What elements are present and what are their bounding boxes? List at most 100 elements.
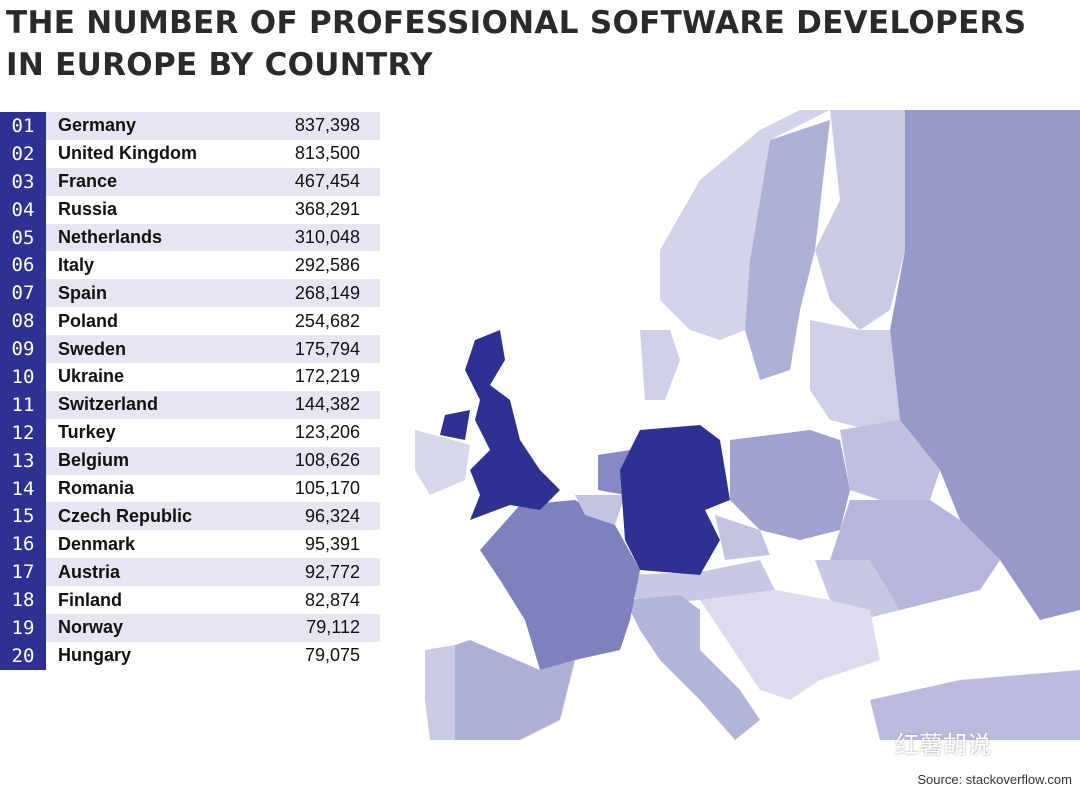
- rank-badge: 11: [0, 390, 46, 419]
- ranking-table: 01 Germany 837,398 02 United Kingdom 813,500 0…: [0, 112, 380, 670]
- map-russia: [890, 110, 1080, 620]
- developer-count: 123,206: [294, 422, 360, 443]
- country-name: Finland: [58, 589, 122, 610]
- rank-badge: 08: [0, 307, 46, 336]
- title-line-1: THE NUMBER OF PROFESSIONAL SOFTWARE DEVE…: [6, 5, 1027, 41]
- developer-count: 108,626: [294, 450, 360, 471]
- map-northern-ireland: [440, 410, 470, 440]
- rank-badge: 05: [0, 223, 46, 252]
- country-name: Netherlands: [58, 227, 163, 247]
- developer-count: 368,291: [294, 199, 360, 220]
- country-name: Romania: [58, 478, 135, 499]
- table-row: 09 Sweden 175,794: [0, 335, 380, 364]
- developer-count: 96,324: [304, 505, 360, 526]
- country-name: Belgium: [58, 450, 130, 471]
- table-row: 06 Italy 292,586: [0, 251, 380, 280]
- map-belarus: [840, 420, 940, 500]
- developer-count: 95,391: [304, 533, 360, 554]
- country-name: Germany: [58, 115, 137, 136]
- table-row: 11 Switzerland 144,382: [0, 390, 380, 419]
- country-name: Italy: [58, 254, 95, 275]
- map-romania: [815, 560, 900, 620]
- country-name: France: [58, 171, 118, 192]
- title-line-2: IN EUROPE BY COUNTRY: [6, 47, 433, 83]
- table-row: 03 France 467,454: [0, 167, 380, 196]
- country-name: Czech Republic: [58, 505, 193, 526]
- developer-count: 175,794: [294, 338, 360, 359]
- source-note: Source: stackoverflow.com: [917, 772, 1072, 787]
- table-row: 07 Spain 268,149: [0, 279, 380, 308]
- rank-badge: 14: [0, 474, 46, 503]
- developer-count: 144,382: [294, 394, 360, 415]
- developer-count: 837,398: [294, 115, 360, 136]
- country-name: Sweden: [58, 338, 127, 359]
- developer-count: 82,874: [304, 589, 360, 610]
- map-germany: [620, 425, 730, 575]
- rank-badge: 17: [0, 558, 46, 587]
- rank-badge: 20: [0, 641, 46, 670]
- table-row: 12 Turkey 123,206: [0, 418, 380, 447]
- developer-count: 268,149: [294, 282, 360, 303]
- country-name: Poland: [58, 310, 119, 331]
- map-belgium: [575, 495, 625, 525]
- country-name: Spain: [58, 282, 108, 303]
- map-turkey: [870, 670, 1080, 740]
- developer-count: 172,219: [294, 366, 360, 387]
- map-italy: [625, 595, 760, 740]
- country-name: Switzerland: [58, 394, 159, 415]
- table-row: 04 Russia 368,291: [0, 195, 380, 224]
- rank-badge: 13: [0, 446, 46, 475]
- rank-badge: 16: [0, 530, 46, 559]
- chart-title: THE NUMBER OF PROFESSIONAL SOFTWARE DEVE…: [6, 2, 1026, 86]
- table-row: 02 United Kingdom 813,500: [0, 139, 380, 168]
- developer-count: 813,500: [294, 143, 360, 164]
- developer-count: 92,772: [304, 561, 360, 582]
- rank-badge: 15: [0, 502, 46, 531]
- developer-count: 105,170: [294, 478, 360, 499]
- country-name: Norway: [58, 617, 124, 638]
- developer-count: 79,075: [304, 645, 360, 666]
- map-sweden: [745, 120, 830, 380]
- rank-badge: 09: [0, 335, 46, 364]
- rank-badge: 10: [0, 363, 46, 391]
- country-name: Ukraine: [58, 366, 125, 387]
- watermark: 红薯胡说: [895, 732, 991, 759]
- table-row: 14 Romania 105,170: [0, 474, 380, 503]
- country-name: Denmark: [58, 533, 136, 554]
- map-czech: [715, 515, 770, 560]
- developer-count: 467,454: [294, 171, 360, 192]
- table-row: 16 Denmark 95,391: [0, 530, 380, 559]
- table-row: 17 Austria 92,772: [0, 558, 380, 587]
- country-name: Russia: [58, 199, 118, 220]
- map-united-kingdom: [465, 330, 560, 520]
- rank-badge: 03: [0, 167, 46, 196]
- map-poland: [730, 430, 850, 540]
- map-alps: [620, 560, 775, 605]
- rank-badge: 04: [0, 195, 46, 224]
- country-name: Turkey: [58, 422, 116, 443]
- map-balkans: [700, 590, 880, 700]
- table-row: 19 Norway 79,112: [0, 614, 380, 642]
- rank-badge: 02: [0, 139, 46, 168]
- map-france: [480, 500, 640, 670]
- rank-badge: 18: [0, 586, 46, 615]
- table-row: 20 Hungary 79,075: [0, 641, 380, 670]
- table-row: 10 Ukraine 172,219: [0, 363, 380, 391]
- rank-badge: 07: [0, 279, 46, 308]
- rank-badge: 01: [0, 112, 46, 140]
- country-name: Hungary: [58, 645, 132, 666]
- map-norway: [660, 110, 830, 340]
- map-baltics: [810, 320, 900, 430]
- rank-badge: 19: [0, 614, 46, 642]
- table-row: 18 Finland 82,874: [0, 586, 380, 615]
- developer-count: 292,586: [294, 254, 360, 275]
- table-row: 13 Belgium 108,626: [0, 446, 380, 475]
- map-portugal: [425, 645, 455, 740]
- table-row: 15 Czech Republic 96,324: [0, 502, 380, 531]
- developer-count: 310,048: [294, 227, 360, 247]
- map-finland: [815, 110, 905, 330]
- table-row: 05 Netherlands 310,048: [0, 223, 380, 252]
- map-denmark: [640, 330, 680, 400]
- country-name: Austria: [58, 561, 121, 582]
